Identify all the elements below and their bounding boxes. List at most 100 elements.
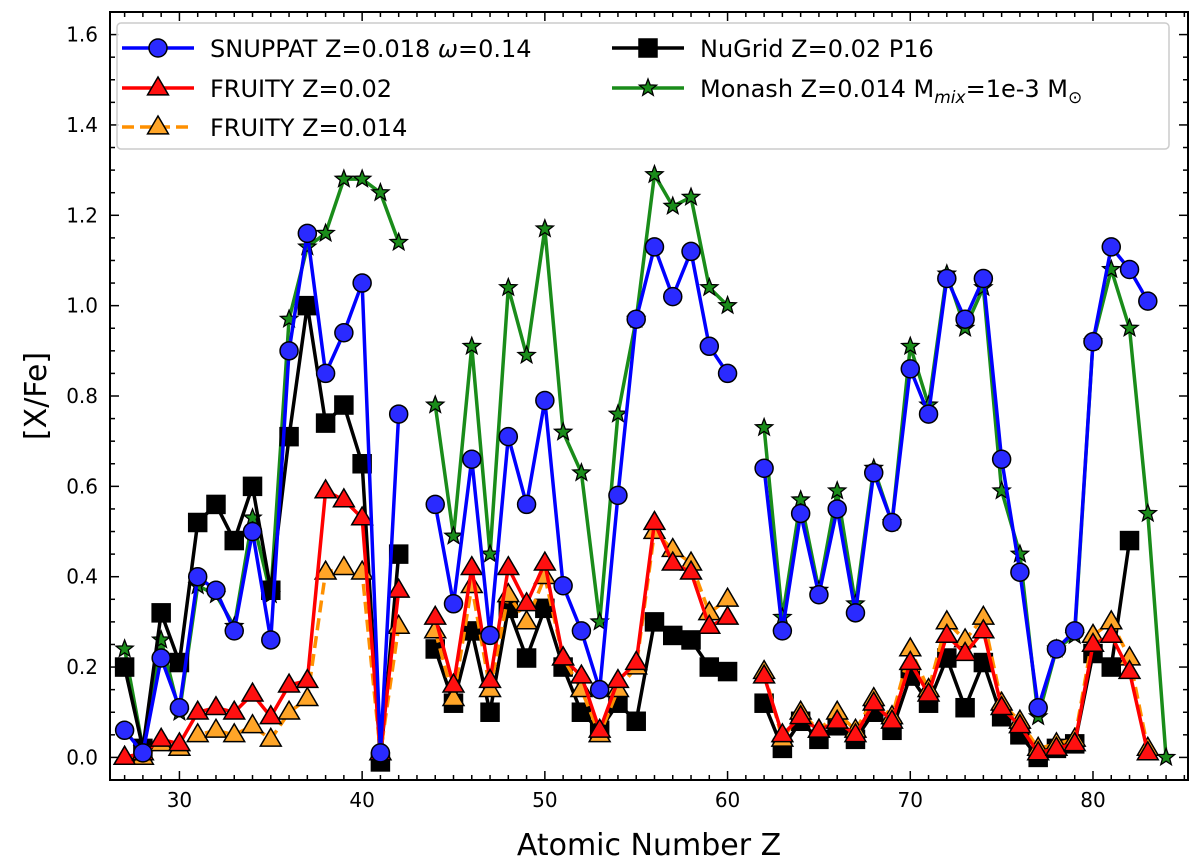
triangle-marker — [642, 510, 667, 531]
circle-marker — [626, 309, 646, 329]
triangle-marker — [935, 622, 959, 644]
triangle-marker — [460, 555, 484, 576]
triangle-marker — [222, 722, 247, 743]
triangle-marker — [112, 744, 137, 765]
triangle-marker — [167, 731, 192, 752]
circle-marker — [224, 621, 244, 641]
circle-marker — [206, 580, 226, 601]
circle-marker — [279, 341, 299, 361]
triangle-marker — [240, 713, 265, 734]
square-marker — [717, 661, 738, 682]
circle-marker — [261, 630, 281, 650]
square-marker — [1119, 530, 1140, 551]
triangle-marker — [514, 609, 539, 630]
circle-marker — [717, 363, 738, 384]
star-marker — [1137, 502, 1159, 523]
series-snuppat — [114, 223, 1158, 763]
star-marker — [443, 525, 464, 545]
circle-marker — [809, 585, 829, 605]
triangle-marker — [1136, 740, 1160, 761]
triangle-marker — [971, 618, 996, 639]
circle-marker — [535, 390, 555, 411]
legend-item: FRUITY Z=0.02 — [122, 75, 392, 103]
square-marker — [187, 512, 208, 533]
square-marker — [638, 38, 658, 58]
circle-marker — [242, 521, 263, 542]
circle-marker — [352, 273, 372, 293]
star-marker — [333, 168, 355, 188]
circle-marker — [681, 241, 701, 262]
legend-label: FRUITY Z=0.02 — [210, 75, 392, 103]
star-marker — [150, 629, 172, 649]
circle-marker — [148, 38, 168, 58]
square-marker — [1101, 657, 1122, 677]
triangle-marker — [551, 645, 575, 666]
star-marker — [753, 416, 775, 437]
triangle-marker — [898, 650, 923, 671]
triangle-marker — [1044, 735, 1069, 756]
x-tick-label: 50 — [532, 788, 557, 812]
triangle-marker — [149, 726, 173, 747]
circle-marker — [187, 566, 208, 587]
circle-marker — [462, 449, 482, 469]
triangle-marker — [660, 550, 685, 571]
y-tick-label: 0.2 — [66, 655, 98, 679]
triangle-marker — [386, 577, 411, 598]
circle-marker — [133, 743, 153, 763]
y-tick-label: 0.6 — [66, 474, 98, 498]
triangle-marker — [222, 699, 247, 720]
star-marker — [826, 480, 848, 500]
star-marker — [1009, 543, 1031, 563]
y-tick-label: 1.0 — [66, 294, 98, 318]
triangle-marker — [715, 586, 740, 607]
triangle-marker — [441, 672, 466, 693]
series-layer — [112, 163, 1177, 772]
y-tick-label: 0.0 — [66, 745, 98, 769]
circle-marker — [553, 575, 573, 596]
triangle-marker — [861, 690, 886, 711]
triangle-marker — [277, 699, 301, 720]
triangle-marker — [350, 505, 374, 526]
triangle-marker — [825, 708, 849, 729]
circle-marker — [1119, 259, 1140, 280]
x-tick-label: 40 — [349, 788, 374, 812]
series-line — [123, 231, 401, 755]
circle-marker — [900, 359, 921, 379]
triangle-marker — [240, 681, 265, 702]
star-marker — [351, 168, 373, 188]
star-marker — [552, 421, 574, 441]
square-marker — [114, 657, 135, 677]
circle-marker — [1010, 562, 1030, 582]
circle-marker — [498, 426, 519, 447]
circle-marker — [334, 323, 354, 343]
triangle-marker — [569, 663, 594, 684]
y-tick-label: 0.4 — [66, 565, 98, 589]
triangle-marker — [953, 641, 977, 662]
series-line — [124, 489, 401, 760]
circle-marker — [754, 458, 774, 479]
triangle-marker — [770, 722, 795, 743]
star-marker — [571, 461, 592, 482]
circle-marker — [571, 621, 592, 641]
circle-marker — [991, 449, 1012, 469]
triangle-marker — [204, 695, 228, 716]
triangle-marker — [1062, 731, 1087, 752]
legend-label: FRUITY Z=0.014 — [210, 114, 407, 142]
triangle-marker — [715, 604, 740, 625]
star-marker — [1155, 746, 1177, 767]
circle-marker — [151, 648, 171, 668]
triangle-marker — [478, 668, 502, 689]
triangle-marker — [146, 114, 170, 135]
triangle-marker — [146, 75, 170, 96]
series-line — [762, 267, 1168, 758]
triangle-marker — [916, 681, 941, 702]
circle-marker — [663, 286, 683, 307]
legend-item: NuGrid Z=0.02 P16 — [612, 35, 934, 63]
triangle-marker — [624, 650, 648, 671]
star-marker — [607, 403, 629, 423]
x-axis-title: Atomic Number Z — [517, 828, 781, 862]
circle-marker — [608, 485, 628, 506]
circle-marker — [169, 697, 190, 718]
triangle-marker — [1099, 622, 1124, 644]
circle-marker — [388, 404, 409, 424]
